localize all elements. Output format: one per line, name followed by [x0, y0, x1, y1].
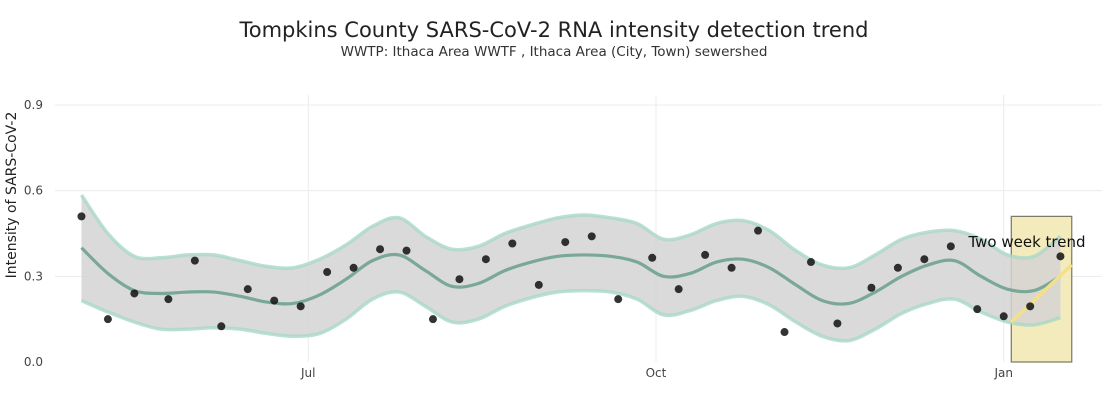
data-point — [614, 295, 622, 303]
data-point — [920, 255, 928, 263]
data-point — [807, 258, 815, 266]
data-point — [1056, 252, 1064, 260]
data-point — [1000, 312, 1008, 320]
data-point — [130, 289, 138, 297]
data-point — [350, 264, 358, 272]
x-tick-label: Oct — [646, 366, 667, 380]
confidence-band — [81, 195, 1060, 341]
data-point — [867, 284, 875, 292]
y-axis-label: Intensity of SARS-CoV-2 — [4, 112, 20, 279]
x-tick-label: Jul — [300, 366, 315, 380]
data-point — [894, 264, 902, 272]
data-point — [833, 319, 841, 327]
data-point — [217, 322, 225, 330]
data-point — [77, 212, 85, 220]
data-point — [403, 247, 411, 255]
data-point — [323, 268, 331, 276]
y-tick-label: 0.6 — [24, 184, 43, 198]
two-week-trend-label: Two week trend — [967, 233, 1085, 251]
data-point — [588, 232, 596, 240]
data-point — [455, 275, 463, 283]
data-point — [728, 264, 736, 272]
data-point — [429, 315, 437, 323]
data-point — [754, 227, 762, 235]
data-point — [297, 302, 305, 310]
data-point — [164, 295, 172, 303]
data-point — [482, 255, 490, 263]
data-point — [561, 238, 569, 246]
data-point — [973, 305, 981, 313]
y-tick-label: 0.9 — [24, 98, 43, 112]
data-point — [648, 254, 656, 262]
y-tick-label: 0.0 — [24, 355, 43, 369]
y-tick-label: 0.3 — [24, 269, 43, 283]
data-point — [780, 328, 788, 336]
x-tick-label: Jan — [993, 366, 1013, 380]
data-point — [947, 242, 955, 250]
data-point — [104, 315, 112, 323]
data-point — [701, 251, 709, 259]
data-point — [675, 285, 683, 293]
data-point — [508, 239, 516, 247]
data-point — [270, 297, 278, 305]
data-point — [244, 285, 252, 293]
data-point — [191, 257, 199, 265]
data-point — [535, 281, 543, 289]
data-point — [376, 245, 384, 253]
data-point — [1026, 302, 1034, 310]
